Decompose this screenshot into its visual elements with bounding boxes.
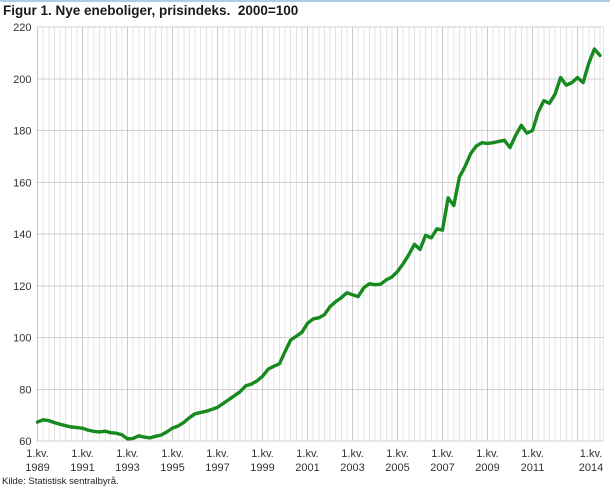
x-tick-label-year: 2003 xyxy=(340,462,364,474)
y-tick-label: 160 xyxy=(13,177,31,189)
x-tick-label-quarter: 1.kv. xyxy=(386,448,408,460)
x-tick-label-year: 1991 xyxy=(70,462,94,474)
x-tick-label-quarter: 1.kv. xyxy=(116,448,138,460)
x-tick-label-year: 2001 xyxy=(295,462,319,474)
x-tick-label-year: 2014 xyxy=(579,462,603,474)
x-tick-label-year: 2005 xyxy=(385,462,409,474)
y-tick-label: 180 xyxy=(13,126,31,138)
x-tick-label-quarter: 1.kv. xyxy=(26,448,48,460)
y-tick-label: 60 xyxy=(19,436,31,448)
x-tick-label-quarter: 1.kv. xyxy=(341,448,363,460)
x-tick-label-quarter: 1.kv. xyxy=(431,448,453,460)
x-tick-label-quarter: 1.kv. xyxy=(206,448,228,460)
source-caption: Kilde: Statistisk sentralbyrå. xyxy=(2,476,119,487)
price-index-series-line xyxy=(35,47,602,441)
x-tick-label-quarter: 1.kv. xyxy=(71,448,93,460)
x-tick-label-quarter: 1.kv. xyxy=(296,448,318,460)
x-tick-label-year: 2007 xyxy=(430,462,454,474)
y-tick-label: 100 xyxy=(13,333,31,345)
x-tick-label-quarter: 1.kv. xyxy=(521,448,543,460)
y-tick-label: 120 xyxy=(13,281,31,293)
y-tick-label: 200 xyxy=(13,74,31,86)
x-tick-label-year: 1997 xyxy=(205,462,229,474)
x-tick-label-quarter: 1.kv. xyxy=(251,448,273,460)
x-tick-label-year: 1999 xyxy=(250,462,274,474)
x-tick-label-year: 2011 xyxy=(521,462,545,474)
chart-title: Figur 1. Nye eneboliger, prisindeks. 200… xyxy=(3,3,299,18)
y-tick-label: 140 xyxy=(13,229,31,241)
x-tick-label-quarter: 1.kv. xyxy=(580,448,602,460)
x-tick-label-quarter: 1.kv. xyxy=(161,448,183,460)
top-border-rule xyxy=(0,0,610,2)
x-tick-label-year: 2009 xyxy=(475,462,499,474)
y-tick-label: 80 xyxy=(19,384,31,396)
x-tick-label-year: 1993 xyxy=(115,462,139,474)
x-tick-label-year: 1989 xyxy=(25,462,49,474)
y-tick-label: 220 xyxy=(13,22,31,34)
x-tick-label-year: 1995 xyxy=(160,462,184,474)
x-tick-label-quarter: 1.kv. xyxy=(476,448,498,460)
